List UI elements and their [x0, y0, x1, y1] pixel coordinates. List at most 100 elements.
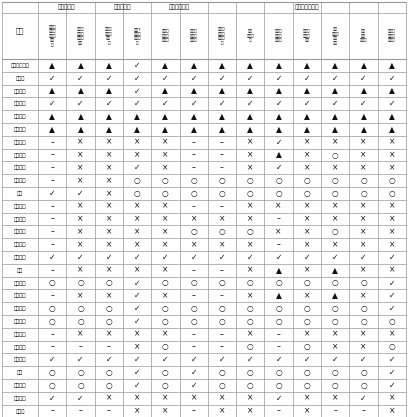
Text: ○: ○: [218, 317, 225, 326]
Text: 栏口日本: 栏口日本: [14, 216, 26, 221]
Text: –: –: [50, 227, 54, 236]
Text: ×: ×: [332, 394, 338, 403]
Text: ▲: ▲: [247, 61, 253, 70]
Text: –: –: [277, 330, 280, 339]
Text: ✓: ✓: [49, 99, 55, 108]
Text: ▲: ▲: [78, 61, 83, 70]
Text: –: –: [192, 151, 196, 159]
Text: ▲: ▲: [134, 112, 140, 121]
Text: ▲: ▲: [162, 86, 168, 95]
Text: ✓: ✓: [332, 99, 338, 108]
Text: ✓: ✓: [304, 99, 310, 108]
Text: ▲: ▲: [275, 86, 282, 95]
Text: ×: ×: [389, 407, 395, 415]
Text: ✓: ✓: [275, 163, 282, 172]
Text: –: –: [50, 214, 54, 224]
Text: ×: ×: [219, 240, 225, 249]
Text: ✓: ✓: [77, 355, 84, 364]
Text: –: –: [50, 151, 54, 159]
Text: ×: ×: [304, 138, 310, 147]
Text: ▲: ▲: [389, 125, 395, 134]
Text: ✓: ✓: [389, 74, 395, 83]
Text: ○: ○: [360, 304, 367, 313]
Text: ▲: ▲: [191, 86, 197, 95]
Text: ✓: ✓: [134, 74, 140, 83]
Text: ▲: ▲: [219, 61, 225, 70]
Text: ○: ○: [275, 368, 282, 377]
Text: ✓: ✓: [219, 99, 225, 108]
Text: ×: ×: [219, 394, 225, 403]
Text: 护卫湖区: 护卫湖区: [14, 127, 26, 132]
Text: ×: ×: [360, 266, 367, 275]
Text: ▲: ▲: [78, 125, 83, 134]
Text: –: –: [220, 342, 224, 352]
Text: ×: ×: [77, 214, 84, 224]
Text: ×: ×: [77, 266, 84, 275]
Text: ✓: ✓: [360, 355, 367, 364]
Text: 总、市
总理治
总公园: 总、市 总理治 总公园: [388, 30, 396, 43]
Text: ×: ×: [304, 330, 310, 339]
Text: ×: ×: [332, 214, 338, 224]
Text: ✓: ✓: [275, 394, 282, 403]
Text: ○: ○: [360, 176, 367, 185]
Text: ×: ×: [304, 407, 310, 415]
Text: ×: ×: [247, 151, 254, 159]
Text: ×: ×: [389, 227, 395, 236]
Text: –: –: [50, 240, 54, 249]
Text: ▲: ▲: [389, 86, 395, 95]
Text: ✓: ✓: [389, 368, 395, 377]
Text: –: –: [50, 291, 54, 300]
Text: ×: ×: [389, 163, 395, 172]
Text: –: –: [277, 214, 280, 224]
Text: ▲: ▲: [219, 86, 225, 95]
Text: ○: ○: [304, 317, 310, 326]
Text: –: –: [220, 138, 224, 147]
Text: 犬月
花专
花花园: 犬月 花专 花花园: [360, 30, 367, 43]
Text: ✓: ✓: [360, 99, 367, 108]
Text: ▲: ▲: [191, 112, 197, 121]
Text: ✓: ✓: [106, 99, 112, 108]
Text: ×: ×: [247, 291, 254, 300]
Text: ○: ○: [247, 176, 254, 185]
Text: ×: ×: [134, 138, 140, 147]
Text: 七岛区
康疗口
龙疗
区: 七岛区 康疗口 龙疗 区: [105, 28, 112, 45]
Text: ○: ○: [389, 176, 395, 185]
Text: ×: ×: [162, 394, 169, 403]
Text: ▲: ▲: [275, 112, 282, 121]
Text: ✓: ✓: [49, 189, 55, 198]
Text: ×: ×: [106, 227, 112, 236]
Text: 限制
国家公
园: 限制 国家公 园: [247, 30, 254, 43]
Text: ▲: ▲: [49, 61, 55, 70]
Text: 广厂日本: 广厂日本: [14, 229, 26, 234]
Text: ✓: ✓: [389, 355, 395, 364]
Text: –: –: [78, 342, 82, 352]
Text: ○: ○: [162, 381, 169, 390]
Text: ×: ×: [219, 214, 225, 224]
Text: ○: ○: [304, 381, 310, 390]
Text: ✓: ✓: [389, 253, 395, 262]
Text: ×: ×: [77, 291, 84, 300]
Text: –: –: [277, 342, 280, 352]
Text: –: –: [192, 202, 196, 211]
Text: ▲: ▲: [332, 61, 338, 70]
Text: ○: ○: [77, 279, 84, 287]
Text: ○: ○: [332, 227, 339, 236]
Text: ×: ×: [77, 202, 84, 211]
Text: ✓: ✓: [134, 253, 140, 262]
Text: ×: ×: [134, 214, 140, 224]
Text: ○: ○: [218, 279, 225, 287]
Text: ×: ×: [247, 163, 254, 172]
Text: 总地分: 总地分: [15, 409, 25, 414]
Text: ×: ×: [162, 227, 169, 236]
Text: –: –: [192, 266, 196, 275]
Text: –: –: [107, 342, 111, 352]
Text: ×: ×: [190, 214, 197, 224]
Text: ○: ○: [218, 368, 225, 377]
Text: ×: ×: [247, 266, 254, 275]
Text: 饮用水
水一级
保护区: 饮用水 水一级 保护区: [161, 30, 169, 43]
Text: ×: ×: [360, 138, 367, 147]
Text: 地下法务: 地下法务: [14, 383, 26, 388]
Text: ○: ○: [49, 317, 55, 326]
Text: ○: ○: [332, 279, 339, 287]
Text: ✓: ✓: [134, 86, 140, 95]
